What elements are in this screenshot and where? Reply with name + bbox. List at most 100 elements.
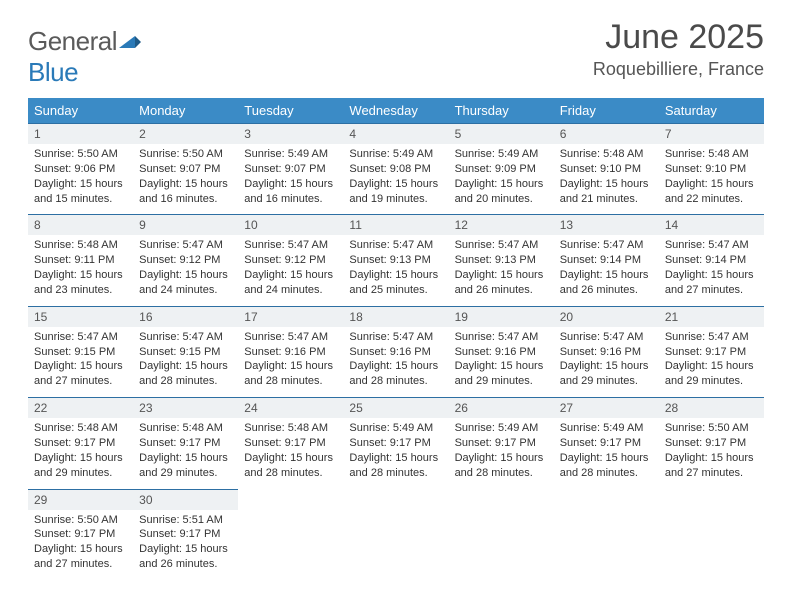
month-title: June 2025 (593, 18, 764, 57)
day-number-cell: 1 (28, 124, 133, 145)
sunrise-line: Sunrise: 5:47 AM (560, 330, 653, 345)
daylight-line: Daylight: 15 hours and 27 minutes. (665, 451, 758, 481)
day-content-row: Sunrise: 5:50 AMSunset: 9:06 PMDaylight:… (28, 144, 764, 215)
day-number-cell (659, 489, 764, 510)
day-content-cell: Sunrise: 5:47 AMSunset: 9:15 PMDaylight:… (133, 327, 238, 398)
day-number-cell: 22 (28, 398, 133, 419)
sunset-line: Sunset: 9:16 PM (244, 345, 337, 360)
daylight-line: Daylight: 15 hours and 20 minutes. (455, 177, 548, 207)
day-content-cell: Sunrise: 5:47 AMSunset: 9:12 PMDaylight:… (238, 235, 343, 306)
day-number-cell: 4 (343, 124, 448, 145)
day-number-cell: 11 (343, 215, 448, 236)
sunrise-line: Sunrise: 5:47 AM (139, 238, 232, 253)
day-number-cell: 25 (343, 398, 448, 419)
sunset-line: Sunset: 9:10 PM (560, 162, 653, 177)
sunrise-line: Sunrise: 5:49 AM (560, 421, 653, 436)
sunset-line: Sunset: 9:17 PM (560, 436, 653, 451)
sunset-line: Sunset: 9:07 PM (244, 162, 337, 177)
day-number-row: 2930 (28, 489, 764, 510)
logo-text: GeneralBlue (28, 26, 141, 88)
sunrise-line: Sunrise: 5:49 AM (455, 147, 548, 162)
day-number-cell: 20 (554, 306, 659, 327)
day-number-cell (343, 489, 448, 510)
day-content-cell (343, 510, 448, 580)
sunset-line: Sunset: 9:14 PM (665, 253, 758, 268)
logo-text-blue: Blue (28, 57, 78, 87)
day-content-cell: Sunrise: 5:49 AMSunset: 9:08 PMDaylight:… (343, 144, 448, 215)
daylight-line: Daylight: 15 hours and 23 minutes. (34, 268, 127, 298)
daylight-line: Daylight: 15 hours and 24 minutes. (244, 268, 337, 298)
title-block: June 2025 Roquebilliere, France (593, 18, 764, 80)
day-number-cell: 28 (659, 398, 764, 419)
sunset-line: Sunset: 9:17 PM (349, 436, 442, 451)
header: GeneralBlue June 2025 Roquebilliere, Fra… (28, 18, 764, 88)
day-number-row: 22232425262728 (28, 398, 764, 419)
day-content-cell: Sunrise: 5:47 AMSunset: 9:17 PMDaylight:… (659, 327, 764, 398)
day-content-cell (449, 510, 554, 580)
day-content-cell: Sunrise: 5:48 AMSunset: 9:17 PMDaylight:… (28, 418, 133, 489)
day-content-cell: Sunrise: 5:47 AMSunset: 9:14 PMDaylight:… (659, 235, 764, 306)
daylight-line: Daylight: 15 hours and 26 minutes. (560, 268, 653, 298)
sunrise-line: Sunrise: 5:47 AM (244, 238, 337, 253)
weekday-header-row: SundayMondayTuesdayWednesdayThursdayFrid… (28, 98, 764, 124)
sunset-line: Sunset: 9:16 PM (560, 345, 653, 360)
sunset-line: Sunset: 9:06 PM (34, 162, 127, 177)
day-content-cell: Sunrise: 5:50 AMSunset: 9:06 PMDaylight:… (28, 144, 133, 215)
sunset-line: Sunset: 9:08 PM (349, 162, 442, 177)
day-number-cell: 18 (343, 306, 448, 327)
sunrise-line: Sunrise: 5:47 AM (349, 330, 442, 345)
daylight-line: Daylight: 15 hours and 27 minutes. (34, 359, 127, 389)
daylight-line: Daylight: 15 hours and 29 minutes. (455, 359, 548, 389)
weekday-header: Monday (133, 98, 238, 124)
day-content-cell: Sunrise: 5:48 AMSunset: 9:10 PMDaylight:… (554, 144, 659, 215)
day-content-cell: Sunrise: 5:50 AMSunset: 9:07 PMDaylight:… (133, 144, 238, 215)
daylight-line: Daylight: 15 hours and 16 minutes. (244, 177, 337, 207)
day-content-row: Sunrise: 5:48 AM Sunset: 9:17 PM Daylight:… (28, 418, 764, 489)
sunrise-line: Sunrise: 5:48 AM (560, 147, 653, 162)
day-content-cell: Sunrise: 5:51 AMSunset: 9:17 PMDaylight:… (133, 510, 238, 580)
daylight-line: Daylight: 15 hours and 26 minutes. (455, 268, 548, 298)
daylight-line: Daylight: 15 hours and 19 minutes. (349, 177, 442, 207)
day-content-cell: Sunrise: 5:47 AMSunset: 9:13 PMDaylight:… (343, 235, 448, 306)
daylight-line: Daylight: 15 hours and 28 minutes. (244, 451, 337, 481)
daylight-line: Daylight: 15 hours and 28 minutes. (139, 359, 232, 389)
sunrise-line: Sunrise: 5:51 AM (139, 513, 232, 528)
weekday-header: Tuesday (238, 98, 343, 124)
day-content-cell: Sunrise: 5:50 AMSunset: 9:17 PMDaylight:… (659, 418, 764, 489)
day-content-cell (554, 510, 659, 580)
sunset-line: Sunset: 9:17 PM (139, 436, 232, 451)
day-number-cell: 16 (133, 306, 238, 327)
daylight-line: Daylight: 15 hours and 16 minutes. (139, 177, 232, 207)
day-content-cell: Sunrise: 5:47 AMSunset: 9:13 PMDaylight:… (449, 235, 554, 306)
sunrise-line: Sunrise: 5:47 AM (665, 330, 758, 345)
day-content-row: Sunrise: 5:50 AMSunset: 9:17 PMDaylight:… (28, 510, 764, 580)
day-content-cell: Sunrise: 5:50 AMSunset: 9:17 PMDaylight:… (28, 510, 133, 580)
sunrise-line: Sunrise: 5:48 AM (244, 421, 337, 436)
sunset-line: Sunset: 9:16 PM (349, 345, 442, 360)
logo: GeneralBlue (28, 26, 141, 88)
sunrise-line: Sunrise: 5:47 AM (665, 238, 758, 253)
weekday-header: Sunday (28, 98, 133, 124)
day-number-cell: 2 (133, 124, 238, 145)
daylight-line: Daylight: 15 hours and 28 minutes. (455, 451, 548, 481)
sunrise-line: Sunrise: 5:47 AM (244, 330, 337, 345)
day-number-cell: 5 (449, 124, 554, 145)
sunrise-line: Sunrise: 5:48 AM (665, 147, 758, 162)
sunrise-line: Sunrise: 5:47 AM (560, 238, 653, 253)
day-number-cell: 19 (449, 306, 554, 327)
daylight-line: Daylight: 15 hours and 27 minutes. (665, 268, 758, 298)
day-number-cell: 17 (238, 306, 343, 327)
sunset-line: Sunset: 9:15 PM (34, 345, 127, 360)
day-content-cell: Sunrise: 5:49 AMSunset: 9:17 PMDaylight:… (343, 418, 448, 489)
sunrise-line: Sunrise: 5:47 AM (34, 330, 127, 345)
day-content-cell: Sunrise: 5:48 AMSunset: 9:11 PMDaylight:… (28, 235, 133, 306)
location: Roquebilliere, France (593, 59, 764, 80)
day-content-cell: Sunrise: 5:48 AMSunset: 9:17 PMDaylight:… (133, 418, 238, 489)
daylight-line: Daylight: 15 hours and 24 minutes. (139, 268, 232, 298)
sunset-line: Sunset: 9:17 PM (34, 527, 127, 542)
daylight-line: Daylight: 15 hours and 22 minutes. (665, 177, 758, 207)
day-number-cell: 24 (238, 398, 343, 419)
calendar-table: SundayMondayTuesdayWednesdayThursdayFrid… (28, 98, 764, 580)
daylight-line: Daylight: 15 hours and 27 minutes. (34, 542, 127, 572)
sunrise-line: Sunrise: 5:50 AM (34, 513, 127, 528)
